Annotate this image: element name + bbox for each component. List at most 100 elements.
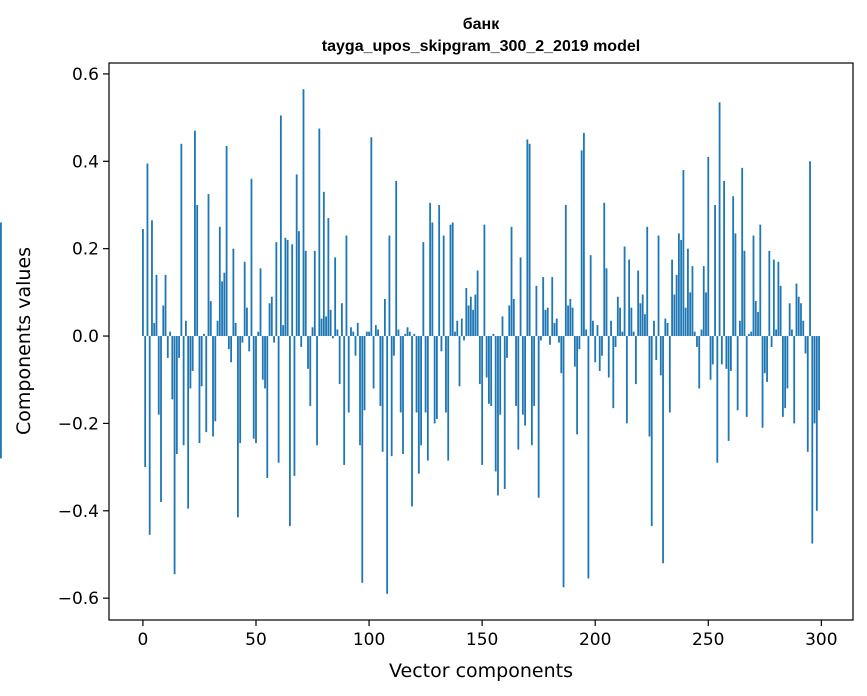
bar — [169, 331, 171, 337]
bar — [166, 336, 169, 358]
bar — [388, 235, 391, 337]
bar — [802, 320, 805, 337]
bar — [411, 336, 413, 507]
bar — [316, 336, 318, 446]
bar — [447, 336, 450, 461]
bar — [252, 336, 255, 439]
bar — [295, 174, 298, 337]
bar — [800, 303, 802, 337]
bar — [198, 336, 201, 444]
y-tick-label: 0.0 — [72, 327, 99, 347]
bar — [424, 336, 427, 413]
bar — [555, 318, 558, 337]
bar — [501, 316, 504, 337]
bar — [182, 336, 185, 446]
bar — [232, 248, 235, 337]
bar — [757, 312, 759, 337]
bar — [585, 329, 588, 337]
bar — [282, 325, 285, 337]
bar — [641, 294, 644, 337]
bar — [239, 336, 242, 444]
bar — [408, 331, 411, 337]
bar — [200, 336, 203, 387]
bar — [784, 336, 787, 409]
bar — [806, 336, 809, 452]
bar — [512, 298, 515, 337]
bar — [456, 320, 459, 337]
bar — [754, 301, 757, 337]
x-tick-label: 100 — [353, 630, 385, 650]
bar — [727, 336, 730, 441]
bar — [216, 320, 219, 337]
bar — [320, 318, 323, 337]
bar — [370, 137, 373, 337]
bar — [404, 333, 407, 337]
bar — [148, 336, 151, 535]
bar — [537, 336, 540, 498]
bar — [363, 336, 366, 411]
bar — [313, 250, 316, 337]
bar — [304, 250, 307, 337]
bar — [322, 191, 325, 337]
bar — [589, 255, 592, 337]
bar — [286, 239, 289, 337]
bar — [673, 294, 676, 337]
bar — [691, 266, 694, 337]
bar — [655, 336, 658, 361]
bar — [576, 336, 579, 435]
bar — [815, 336, 818, 511]
bar — [212, 336, 214, 437]
plot-frame — [108, 62, 854, 621]
bar — [623, 246, 626, 337]
bar — [277, 336, 280, 463]
bar — [178, 336, 181, 358]
bar — [720, 336, 723, 365]
bar — [218, 226, 221, 337]
bar — [284, 237, 287, 337]
bar — [393, 336, 395, 356]
bar — [255, 336, 257, 444]
bar — [607, 336, 610, 378]
bar — [248, 336, 251, 352]
bar — [402, 336, 404, 454]
x-tick-label: 200 — [579, 630, 611, 650]
bar — [390, 336, 393, 457]
bar — [650, 336, 653, 527]
bar — [689, 292, 692, 337]
bar — [327, 218, 330, 337]
bar — [680, 239, 683, 337]
bar — [562, 336, 565, 588]
bar — [329, 309, 332, 337]
bar — [709, 336, 712, 380]
bar — [273, 336, 275, 343]
bar — [519, 257, 522, 337]
x-tick-label: 300 — [805, 630, 837, 650]
bar — [298, 231, 300, 337]
bar — [693, 331, 696, 337]
bar — [171, 336, 174, 400]
bar — [223, 272, 226, 337]
bar — [162, 305, 165, 337]
bar — [675, 274, 678, 337]
bar — [668, 336, 671, 413]
bar — [436, 336, 438, 420]
bar — [331, 336, 334, 339]
bar — [476, 270, 479, 337]
y-tick-label: −0.2 — [58, 414, 99, 434]
bar — [662, 336, 664, 564]
bar — [374, 325, 377, 337]
bar — [698, 336, 701, 389]
bar — [725, 336, 728, 369]
x-tick-label: 50 — [245, 630, 267, 650]
bar — [234, 322, 237, 337]
bar — [605, 268, 608, 337]
bar — [381, 336, 384, 452]
bar — [164, 274, 167, 337]
bar — [175, 336, 178, 454]
bar — [594, 336, 597, 363]
bar — [345, 235, 348, 337]
bar — [628, 259, 631, 337]
bar — [596, 325, 599, 337]
bar — [490, 336, 493, 406]
